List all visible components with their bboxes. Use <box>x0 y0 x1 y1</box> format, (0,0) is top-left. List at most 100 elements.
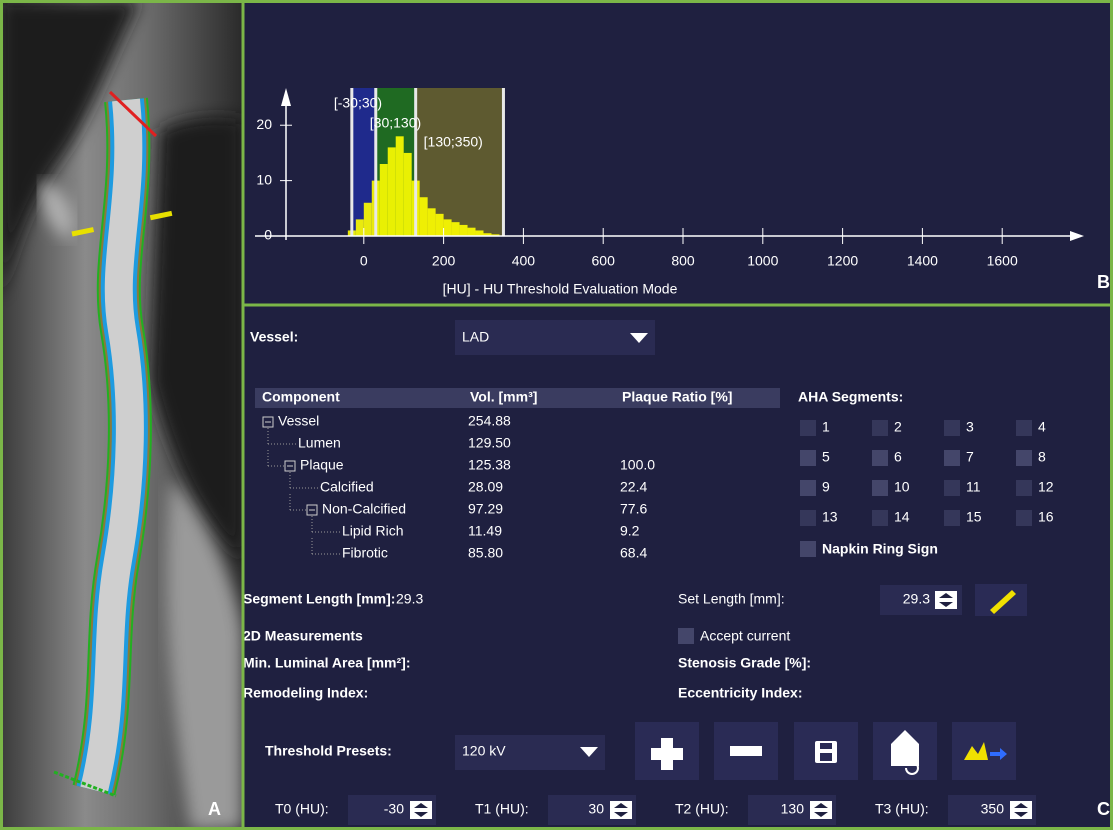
histogram-bar <box>428 208 436 236</box>
component-name: Fibrotic <box>342 545 388 561</box>
segment-label: 2 <box>894 419 902 435</box>
range-label: [30;130) <box>370 115 421 131</box>
spinner-value: 29.3 <box>903 591 930 607</box>
body: A [-30;30)[30;130)[130;350)0200400600800… <box>0 0 1113 830</box>
histogram-bar <box>444 219 452 236</box>
segment-label: 14 <box>894 509 910 525</box>
dropdown-value: 120 kV <box>462 743 506 759</box>
segment-label: 8 <box>1038 449 1046 465</box>
component-volume: 125.38 <box>468 457 511 473</box>
set-length-spinner[interactable]: 29.3 <box>880 585 962 615</box>
aha-title: AHA Segments: <box>798 389 903 405</box>
x-tick-label: 1400 <box>907 253 938 269</box>
segment-label: 11 <box>966 479 981 495</box>
segment-checkbox[interactable] <box>800 450 816 466</box>
draw-length-button[interactable] <box>975 584 1027 616</box>
panel-label: B <box>1097 272 1110 292</box>
segment-checkbox <box>872 510 888 526</box>
checkbox[interactable] <box>678 628 694 644</box>
segment-checkbox <box>1016 510 1032 526</box>
ct-view: A <box>0 0 243 830</box>
segment-label: 9 <box>822 479 830 495</box>
component-name: Lipid Rich <box>342 523 403 539</box>
threshold-label: T0 (HU): <box>275 801 329 817</box>
histogram-bar <box>380 164 388 236</box>
segment-label: 15 <box>966 509 982 525</box>
y-tick-label: 0 <box>264 227 272 243</box>
range-label: [-30;30) <box>334 95 382 111</box>
histogram-bar <box>364 203 372 236</box>
component-volume: 11.49 <box>468 523 502 539</box>
threshold-value: 130 <box>781 801 805 817</box>
component-volume: 85.80 <box>468 545 503 561</box>
table-header: Component <box>262 389 340 405</box>
min-luminal-label: Min. Luminal Area [mm²]: <box>243 655 411 671</box>
segment-checkbox <box>800 510 816 526</box>
segment-label: 6 <box>894 449 902 465</box>
segment-label: 10 <box>894 479 910 495</box>
set-length-label: Set Length [mm]: <box>678 591 785 607</box>
component-ratio: 77.6 <box>620 501 647 517</box>
component-ratio: 100.0 <box>620 457 655 473</box>
segment-checkbox[interactable] <box>872 480 888 496</box>
segment-checkbox[interactable] <box>800 480 816 496</box>
component-name: Non-Calcified <box>322 501 406 517</box>
threshold-label: T1 (HU): <box>475 801 529 817</box>
component-name: Plaque <box>300 457 344 473</box>
segment-label: 5 <box>822 449 830 465</box>
panel-label: C <box>1097 799 1110 819</box>
dropdown-value: LAD <box>462 329 489 345</box>
segment-checkbox[interactable] <box>872 450 888 466</box>
component-ratio: 68.4 <box>620 545 647 561</box>
component-name: Lumen <box>298 435 341 451</box>
segment-checkbox <box>944 480 960 496</box>
segment-length-label: Segment Length [mm]: <box>243 591 395 607</box>
histogram-bar <box>420 197 428 236</box>
segment-label: 7 <box>966 449 974 465</box>
histogram-bar <box>404 153 412 236</box>
threshold-value: 30 <box>588 801 604 817</box>
segment-checkbox[interactable] <box>1016 450 1032 466</box>
histogram-bar <box>468 228 476 236</box>
x-tick-label: 400 <box>512 253 536 269</box>
segment-length-value: 29.3 <box>396 591 423 607</box>
add-button[interactable] <box>635 722 699 780</box>
range-label: [130;350) <box>424 134 483 150</box>
stenosis-label: Stenosis Grade [%]: <box>678 655 811 671</box>
presets-dropdown[interactable]: 120 kV <box>455 735 605 770</box>
segment-checkbox <box>872 420 888 436</box>
remove-button[interactable] <box>714 722 778 780</box>
segment-checkbox[interactable] <box>944 450 960 466</box>
component-name: Calcified <box>320 479 374 495</box>
home-button[interactable] <box>873 722 937 780</box>
x-tick-label: 800 <box>671 253 695 269</box>
page: Plaque Analysis {"panels": {"a": "A", "b… <box>0 0 1113 830</box>
segment-label: 16 <box>1038 509 1054 525</box>
vessel-label: Vessel: <box>250 329 298 345</box>
remodeling-label: Remodeling Index: <box>243 685 368 701</box>
x-tick-label: 1000 <box>747 253 778 269</box>
component-volume: 28.09 <box>468 479 503 495</box>
checkbox[interactable] <box>800 541 816 557</box>
vessel-dropdown[interactable]: LAD <box>455 320 655 355</box>
x-tick-label: 1600 <box>987 253 1018 269</box>
save-button[interactable] <box>794 722 858 780</box>
y-tick-label: 20 <box>256 116 272 132</box>
segment-checkbox <box>800 420 816 436</box>
napkin-label: Napkin Ring Sign <box>822 541 938 557</box>
x-axis-label: [HU] - HU Threshold Evaluation Mode <box>443 281 678 297</box>
component-ratio: 22.4 <box>620 479 647 495</box>
x-tick-label: 1200 <box>827 253 858 269</box>
component-ratio: 9.2 <box>620 523 640 539</box>
accept-label: Accept current <box>700 628 790 644</box>
table-header: Plaque Ratio [%] <box>622 389 732 405</box>
threshold-value: 350 <box>981 801 1005 817</box>
component-volume: 129.50 <box>468 435 511 451</box>
panel-label: A <box>208 799 221 819</box>
histogram-button[interactable] <box>952 722 1016 780</box>
segment-label: 13 <box>822 509 838 525</box>
minus-icon <box>730 746 762 756</box>
segment-label: 3 <box>966 419 974 435</box>
histogram-bar <box>436 214 444 236</box>
presets-label: Threshold Presets: <box>265 743 392 759</box>
